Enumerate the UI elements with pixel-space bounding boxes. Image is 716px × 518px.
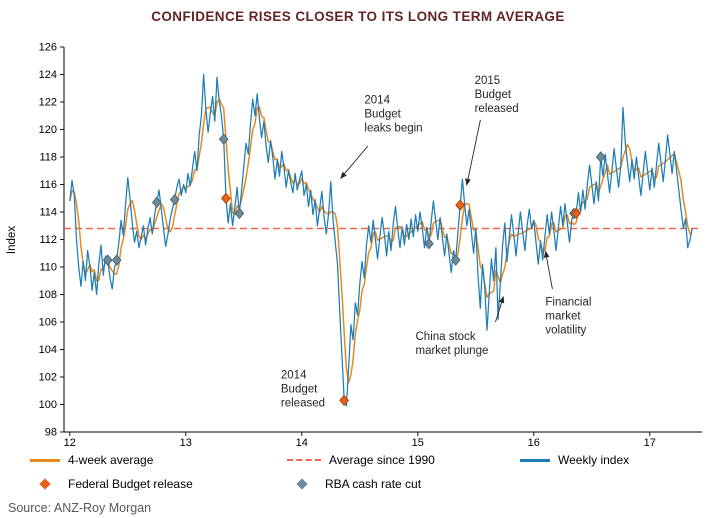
rba-cut-marker (102, 254, 113, 266)
annotation-2015-budget-released: Budget (475, 89, 512, 101)
y-axis-label: Index (6, 226, 18, 254)
4-week-average-line-swatch (30, 458, 60, 462)
rba-cut-marker (218, 133, 229, 145)
legend-label: Average since 1990 (329, 453, 435, 467)
y-tick-label: 112 (39, 234, 57, 246)
budget-release-marker (221, 192, 231, 205)
legend-label: Weekly index (558, 453, 630, 467)
annotation-arrowhead (543, 250, 550, 258)
rba-cut-marker (169, 193, 180, 206)
legend-item-4-week-average: 4-week average (30, 453, 287, 467)
rba-cut-marker (151, 196, 162, 209)
rba-cut-marker (424, 237, 434, 250)
annotation-arrowhead (465, 178, 471, 186)
budget-diamond-icon (39, 478, 51, 490)
four-week-average-line (69, 98, 693, 384)
y-tick-label: 100 (39, 399, 57, 411)
y-tick-label: 108 (39, 289, 57, 301)
y-tick-label: 116 (39, 179, 57, 191)
annotation-2014-budget-leaks: 2014 (364, 94, 390, 106)
weekly-index-line-swatch (520, 458, 550, 462)
budget-release-marker (455, 199, 465, 211)
annotation-2014-budget-released: Budget (281, 383, 318, 395)
x-tick-label: 13 (180, 437, 192, 448)
y-tick-label: 104 (39, 344, 57, 356)
page-title: CONFIDENCE RISES CLOSER TO ITS LONG TERM… (151, 9, 565, 24)
annotation-financial-market-volatility: Financial (545, 297, 591, 309)
average-since-1990-dash-swatch (287, 459, 321, 461)
annotation-2014-budget-released: released (281, 397, 325, 409)
y-tick-label: 120 (39, 124, 57, 136)
y-tick-label: 102 (39, 372, 57, 384)
annotation-financial-market-volatility: market (545, 311, 581, 323)
x-tick-label: 15 (412, 437, 424, 448)
annotation-arrow (467, 119, 481, 180)
y-tick-label: 106 (39, 317, 57, 329)
rba-cut-marker (234, 207, 245, 220)
budget-release-marker (339, 394, 349, 407)
legend-label: RBA cash rate cut (325, 477, 422, 491)
annotation-2014-budget-leaks: leaks begin (364, 122, 422, 134)
legend-label: Federal Budget release (68, 477, 193, 491)
annotation-china-stock-plunge: market plunge (416, 345, 489, 357)
annotation-china-stock-plunge: China stock (416, 331, 476, 343)
annotation-2015-budget-released: 2015 (475, 75, 501, 87)
y-tick-label: 124 (39, 69, 57, 81)
annotation-2015-budget-released: released (475, 103, 519, 115)
y-tick-label: 114 (39, 207, 57, 219)
annotation-arrowhead (498, 295, 505, 304)
y-tick-label: 118 (39, 152, 57, 164)
x-tick-label: 17 (644, 437, 656, 448)
x-tick-label: 12 (64, 437, 76, 448)
budget-release-marker (571, 207, 581, 220)
legend-item-average-since-1990: Average since 1990 (287, 453, 520, 467)
annotation-arrow (495, 302, 503, 323)
annotation-arrow (344, 145, 369, 174)
legend: 4-week average Average since 1990 Weekly… (0, 448, 716, 496)
annotation-2014-budget-leaks: Budget (364, 108, 401, 120)
legend-item-federal-budget-release: Federal Budget release (30, 477, 287, 491)
legend-item-rba-cash-rate-cut: RBA cash rate cut (287, 477, 520, 491)
confidence-chart: 98 100 102 104 106 108 110 112 114 116 118 120 122 12… (6, 42, 702, 448)
annotation-arrow (546, 257, 553, 290)
x-tick-label: 16 (528, 437, 540, 448)
rba-cut-marker (450, 254, 461, 266)
source-text: Source: ANZ-Roy Morgan (8, 501, 152, 515)
weekly-index-line (69, 73, 693, 407)
x-tick-label: 14 (296, 437, 308, 448)
rba-diamond-icon (296, 478, 308, 490)
rba-cut-marker (111, 254, 122, 266)
legend-item-weekly-index: Weekly index (520, 453, 716, 467)
y-tick-label: 98 (45, 427, 57, 439)
annotation-financial-market-volatility: volatility (545, 325, 586, 337)
legend-row-2: Federal Budget release RBA cash rate cut (30, 472, 716, 496)
rba-cut-marker (595, 151, 606, 163)
annotation-arrowhead (340, 171, 347, 179)
legend-label: 4-week average (68, 453, 154, 467)
y-tick-label: 122 (39, 97, 57, 109)
legend-row-1: 4-week average Average since 1990 Weekly… (30, 448, 716, 472)
annotation-2014-budget-released: 2014 (281, 369, 307, 381)
y-tick-label: 126 (39, 42, 57, 54)
y-tick-label: 110 (39, 262, 57, 274)
